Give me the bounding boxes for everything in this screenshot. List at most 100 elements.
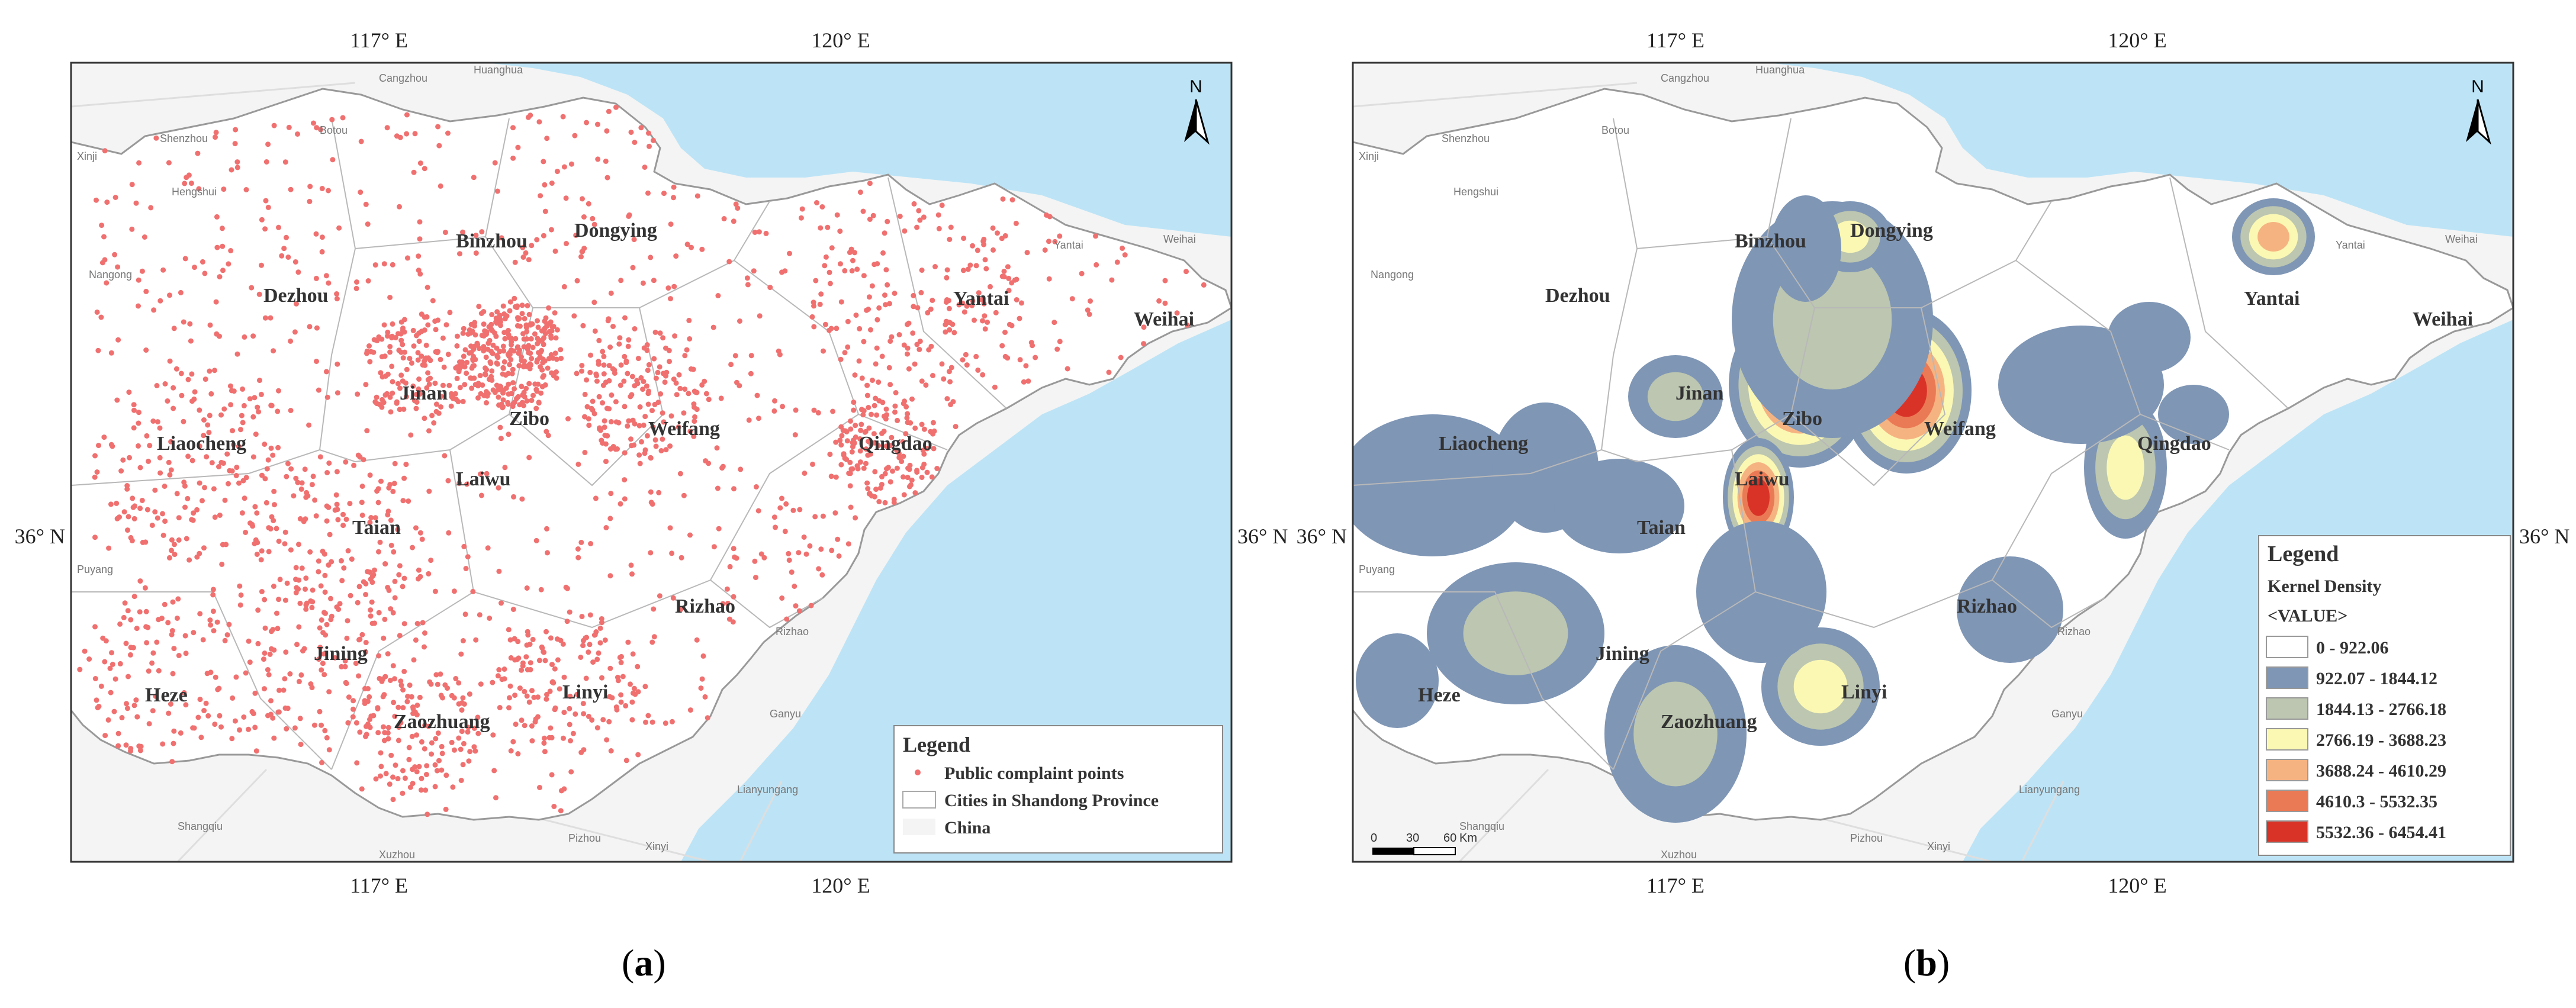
complaint-point: [432, 784, 438, 790]
complaint-point: [432, 762, 438, 768]
complaint-point: [864, 382, 870, 388]
legend-class-label: 2766.19 - 3688.23: [2316, 730, 2446, 750]
complaint-point: [400, 768, 406, 774]
complaint-point: [117, 661, 123, 666]
complaint-point: [859, 375, 865, 381]
complaint-point: [618, 278, 624, 284]
complaint-point: [501, 348, 507, 354]
complaint-point: [618, 382, 623, 388]
complaint-point: [390, 774, 395, 780]
complaint-point: [236, 480, 242, 486]
complaint-point: [171, 646, 177, 652]
complaint-point: [434, 768, 440, 774]
complaint-point: [508, 748, 514, 753]
complaint-point: [363, 201, 369, 207]
complaint-point: [414, 732, 420, 738]
complaint-point: [456, 480, 462, 486]
complaint-point: [906, 366, 912, 372]
complaint-point: [600, 717, 606, 723]
city-label-linyi: Linyi: [562, 681, 608, 703]
complaint-point: [265, 141, 271, 147]
complaint-point: [939, 202, 945, 208]
complaint-point: [667, 359, 672, 365]
complaint-point: [255, 404, 261, 410]
complaint-point: [936, 226, 942, 231]
complaint-point: [501, 330, 507, 336]
complaint-point: [439, 751, 445, 756]
complaint-point: [104, 199, 110, 205]
complaint-point: [651, 634, 657, 640]
complaint-point: [603, 459, 609, 465]
complaint-point: [625, 423, 631, 429]
complaint-point: [567, 722, 573, 727]
complaint-point: [101, 434, 107, 440]
complaint-point: [174, 616, 180, 621]
complaint-point: [102, 659, 108, 665]
complaint-point: [761, 555, 767, 561]
complaint-point: [402, 775, 408, 781]
complaint-point: [152, 487, 158, 493]
complaint-point: [648, 550, 654, 556]
complaint-point: [413, 525, 419, 531]
complaint-point: [397, 134, 403, 140]
complaint-point: [551, 680, 557, 686]
complaint-point: [319, 667, 324, 673]
complaint-point: [533, 716, 539, 722]
complaint-point: [446, 530, 452, 536]
complaint-point: [208, 669, 214, 675]
complaint-point: [882, 292, 887, 298]
complaint-point: [755, 508, 761, 514]
complaint-point: [907, 462, 913, 468]
city-labels-a: Binzhou Dongying Dezhou Yantai Weihai Ji…: [145, 220, 1194, 733]
complaint-point: [110, 443, 115, 449]
complaint-point: [582, 450, 588, 455]
complaint-point: [837, 228, 843, 234]
complaint-point: [385, 329, 391, 335]
svg-text:Shangqiu: Shangqiu: [178, 820, 223, 832]
complaint-point: [510, 155, 516, 161]
complaint-point: [166, 459, 172, 465]
complaint-point: [1120, 245, 1125, 251]
complaint-point: [277, 577, 283, 582]
complaint-point: [307, 198, 313, 204]
complaint-point: [605, 318, 611, 324]
complaint-point: [438, 356, 443, 362]
complaint-point: [607, 344, 613, 350]
complaint-point: [249, 285, 255, 291]
complaint-point: [212, 368, 217, 373]
complaint-point: [558, 356, 564, 361]
complaint-point: [681, 410, 687, 416]
complaint-point: [381, 322, 387, 328]
complaint-point: [392, 595, 398, 601]
complaint-point: [146, 668, 152, 674]
complaint-point: [368, 607, 374, 613]
complaint-point: [234, 465, 240, 471]
complaint-point: [169, 759, 175, 765]
complaint-point: [494, 345, 500, 351]
complaint-point: [117, 621, 123, 627]
complaint-point: [586, 649, 591, 655]
complaint-point: [581, 711, 587, 717]
complaint-point: [1005, 264, 1011, 270]
city-label-taian: Taian: [352, 517, 401, 539]
complaint-point: [1014, 297, 1020, 302]
complaint-point: [478, 391, 484, 397]
complaint-point: [982, 313, 988, 319]
complaint-point: [877, 485, 883, 491]
complaint-point: [271, 647, 277, 653]
city-label-weifang: Weifang: [648, 418, 720, 440]
complaint-point: [226, 261, 231, 267]
complaint-point: [355, 391, 361, 397]
complaint-point: [458, 746, 464, 752]
complaint-point: [625, 639, 631, 645]
complaint-point: [538, 390, 544, 396]
complaint-point: [108, 690, 114, 695]
complaint-point: [282, 529, 288, 535]
complaint-point: [901, 474, 906, 480]
complaint-point: [628, 681, 633, 687]
complaint-point: [645, 190, 651, 196]
complaint-point: [390, 797, 396, 803]
complaint-point: [381, 738, 387, 743]
complaint-point: [121, 614, 127, 620]
complaint-point: [494, 188, 500, 194]
